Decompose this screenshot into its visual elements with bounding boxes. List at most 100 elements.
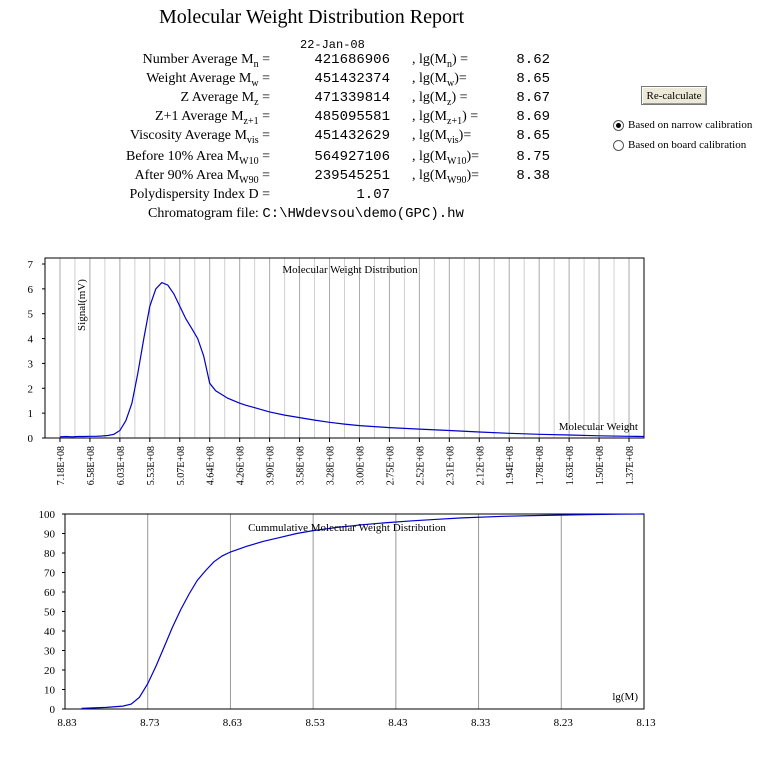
mw-x-tick-label: 3.00E+08: [355, 446, 366, 485]
subscript: z+1: [243, 115, 259, 127]
subscript: w: [251, 77, 259, 89]
stat-label: Number Average Mn =: [0, 52, 270, 70]
stat-lg-label: , lg(Mn) =: [412, 52, 468, 70]
mw-y-tick-label: 3: [28, 358, 34, 370]
stat-text: =: [258, 71, 270, 86]
stat-text: , lg(M: [412, 168, 447, 183]
mw-x-tick-label: 2.31E+08: [445, 446, 456, 485]
mw-y-tick-label: 6: [28, 284, 34, 296]
radio-narrow-calibration[interactable]: Based on narrow calibration: [613, 119, 752, 131]
radio-board-calibration[interactable]: Based on board calibration: [613, 139, 746, 151]
radio-board-label: Based on board calibration: [628, 139, 747, 151]
mw-chart-title: Molecular Weight Distribution: [282, 264, 418, 276]
cum-y-tick-label: 70: [44, 568, 56, 580]
stat-text: 8.65: [516, 128, 550, 144]
mw-distribution-chart: 7.18E+08 6.58E+08 6.03E+08 5.53E+08 5.07E+08…: [28, 257, 645, 485]
cum-y-tick-label: 0: [50, 704, 56, 716]
mw-plot-frame: [44, 257, 645, 439]
stat-text: =: [258, 90, 270, 105]
cum-x-tick-label: 8.63: [223, 717, 243, 729]
stat-lg-value: 8.69: [470, 109, 550, 125]
stat-label: After 90% Area MW90 =: [0, 168, 270, 186]
stat-text: 8.75: [516, 149, 550, 165]
stat-text: 451432374: [314, 71, 390, 87]
report-date: 22-Jan-08: [300, 38, 365, 52]
stat-lg-value: 8.67: [470, 90, 550, 106]
stat-value: 421686906: [290, 52, 390, 68]
subscript: vis: [246, 134, 259, 146]
stat-text: Z Average M: [180, 90, 255, 105]
stat-text: 485095581: [314, 109, 390, 125]
stat-text: 421686906: [314, 52, 390, 68]
mw-x-tick-label: 7.18E+08: [56, 446, 67, 485]
mw-y-tick-label: 7: [28, 259, 34, 271]
cum-x-tick-label: 8.13: [636, 717, 656, 729]
stat-text: ) =: [451, 90, 468, 105]
stat-value: 485095581: [290, 109, 390, 125]
stat-text: 8.67: [516, 90, 550, 106]
recalculate-button[interactable]: Re-calculate: [641, 86, 707, 105]
subscript: z: [447, 96, 452, 108]
pdi-value: 1.07: [356, 187, 390, 203]
subscript: z: [254, 96, 259, 108]
mw-x-tick-label: 2.52E+08: [415, 446, 426, 485]
cum-x-tick-label: 8.23: [554, 717, 574, 729]
stat-text: , lg(M: [412, 90, 447, 105]
subscript: W10: [447, 155, 467, 167]
stat-text: , lg(M: [412, 128, 447, 143]
stat-text: )=: [466, 168, 480, 183]
cum-y-tick-label: 60: [44, 587, 56, 599]
stat-text: Viscosity Average M: [129, 128, 247, 143]
stat-lg-label: , lg(Mz) =: [412, 90, 468, 108]
stat-value: 564927106: [290, 149, 390, 165]
mw-y-tick-label: 2: [28, 383, 34, 395]
stat-label: Z Average Mz =: [0, 90, 270, 108]
mw-x-tick-label: 5.07E+08: [176, 446, 187, 485]
mw-x-tick-label: 3.58E+08: [296, 446, 307, 485]
subscript: W90: [447, 174, 467, 186]
stat-text: 8.69: [516, 109, 550, 125]
stat-text: =: [258, 52, 270, 67]
cum-y-tick-label: 20: [44, 665, 56, 677]
mw-x-tick-label: 5.53E+08: [146, 446, 157, 485]
mw-x-tick-label: 4.64E+08: [206, 446, 217, 485]
cum-x-tick-label: 8.33: [471, 717, 491, 729]
stat-label: Viscosity Average Mvis =: [0, 128, 270, 146]
mw-x-tick-label: 2.12E+08: [475, 446, 486, 485]
subscript: w: [447, 77, 455, 89]
subscript: n: [447, 58, 452, 70]
stat-text: , lg(M: [412, 52, 447, 67]
stat-text: , lg(M: [412, 149, 447, 164]
stat-text: Weight Average M: [146, 71, 252, 86]
mw-x-tick-label: 1.50E+08: [595, 446, 606, 485]
stat-value: 451432629: [290, 128, 390, 144]
cum-series-line: [81, 513, 645, 709]
stat-text: 8.38: [516, 168, 550, 184]
mw-x-tick-label: 1.78E+08: [535, 446, 546, 485]
cum-y-tick-label: 90: [44, 529, 56, 541]
radio-narrow-icon[interactable]: [613, 119, 624, 131]
subscript: n: [253, 58, 259, 70]
mw-x-tick-label: 6.03E+08: [116, 446, 127, 485]
stat-text: =: [258, 109, 270, 124]
mw-x-tick-label: 4.26E+08: [236, 446, 247, 485]
stat-text: 451432629: [314, 128, 390, 144]
stat-text: , lg(M: [412, 109, 447, 124]
stat-value: 239545251: [290, 168, 390, 184]
stat-value: 471339814: [290, 90, 390, 106]
mw-x-tick-label: 1.37E+08: [625, 446, 636, 485]
radio-narrow-label: Based on narrow calibration: [628, 119, 753, 131]
mw-y-tick-label: 0: [28, 433, 34, 445]
stat-text: 471339814: [314, 90, 390, 106]
cum-chart-title: Cummulative Molecular Weight Distributio…: [248, 522, 446, 534]
stat-text: Number Average M: [142, 52, 254, 67]
cum-x-tick-label: 8.53: [306, 717, 326, 729]
stat-lg-label: , lg(Mvis)=: [412, 128, 471, 146]
radio-board-icon[interactable]: [613, 139, 624, 151]
stat-text: Before 10% Area M: [126, 149, 240, 164]
mw-x-tick-label: 6.58E+08: [86, 446, 97, 485]
cum-x-axis-label: lg(M): [612, 691, 638, 703]
subscript: W10: [239, 155, 259, 167]
cum-x-tick-label: 8.83: [57, 717, 77, 729]
cum-y-tick-label: 100: [39, 509, 56, 521]
